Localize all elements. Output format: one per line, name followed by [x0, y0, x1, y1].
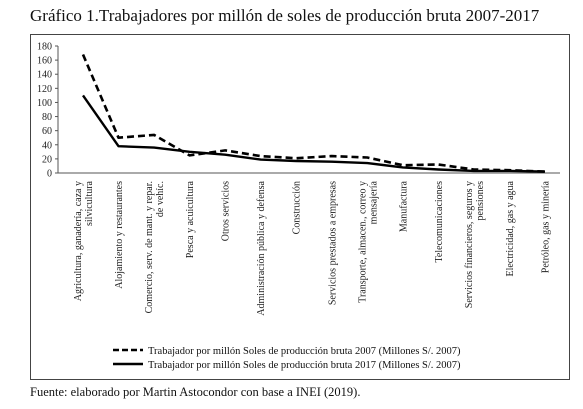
chart-frame: [30, 34, 570, 380]
y-tick-label: 160: [37, 56, 52, 67]
y-tick-label: 80: [42, 112, 52, 123]
legend-entry-2: Trabajador por millón Soles de producció…: [148, 360, 461, 371]
y-tick-label: 120: [37, 84, 52, 95]
x-category-label: Transporte, almacen., correo y mensajería: [357, 180, 379, 302]
x-category-label-line: Petróleo, gas y minería: [541, 180, 552, 273]
chart-title: Gráfico 1.Trabajadores por millón de sol…: [30, 6, 540, 25]
x-category-label: Servicios prestados a empresas: [327, 181, 338, 305]
y-tick-label: 60: [42, 126, 52, 137]
x-category-label: Otros servicios: [221, 181, 232, 241]
x-category-label: Agricultura, ganadería, caza y silvicultu…: [73, 180, 95, 301]
y-tick-label: 140: [37, 70, 52, 81]
x-category-label-line: silvicultura: [84, 180, 95, 226]
legend-entry-1: Trabajador por millón Soles de producció…: [148, 346, 461, 357]
x-category-label-line: de vehíc.: [155, 181, 166, 217]
x-category-label: Servicios financieros, seguros y pensione…: [464, 181, 486, 308]
y-tick-label: 180: [37, 42, 52, 53]
x-category-label-line: Agricultura, ganadería, caza y: [73, 181, 84, 301]
x-category-label-line: pensiones: [475, 181, 486, 221]
x-category-label-line: Manufactura: [398, 180, 409, 232]
x-category-label-line: Comercio, serv. de mant. y repar.: [144, 181, 155, 313]
x-category-label-line: Administración pública y defensa: [256, 180, 267, 315]
x-category-label-line: Alojamiento y restaurantes: [114, 181, 125, 289]
x-category-label: Administración pública y defensa: [256, 180, 267, 315]
series-line-1: [81, 53, 546, 173]
y-tick-label: 40: [42, 140, 52, 151]
x-category-label-line: Construcción: [292, 181, 303, 234]
y-tick-label: 0: [47, 169, 52, 180]
series-line-2: [82, 94, 546, 173]
x-category-label: Telecomunicaciones: [434, 181, 445, 263]
x-category-label: Alojamiento y restaurantes: [114, 181, 125, 289]
x-category-label: Electricidad, gas y agua: [505, 180, 516, 276]
x-category-label: Construcción: [292, 181, 303, 234]
x-category-label-line: Servicios prestados a empresas: [327, 181, 338, 305]
y-tick-label: 100: [37, 98, 52, 109]
source-note: Fuente: elaborado por Martin Astocondor …: [30, 385, 361, 399]
x-category-label: Comercio, serv. de mant. y repar. de vehí…: [144, 181, 166, 313]
x-category-label: Pesca y acuicultura: [185, 180, 196, 258]
x-category-label-line: Servicios financieros, seguros y: [464, 181, 475, 308]
x-category-label-line: Telecomunicaciones: [434, 181, 445, 263]
x-category-label-line: mensajería: [368, 180, 379, 224]
x-category-label: Manufactura: [398, 180, 409, 232]
x-category-label-line: Electricidad, gas y agua: [505, 180, 516, 276]
y-tick-label: 20: [42, 154, 52, 165]
x-category-label-line: Otros servicios: [221, 181, 232, 241]
x-category-label-line: Transporte, almacen., correo y: [357, 181, 368, 303]
x-category-label-line: Pesca y acuicultura: [185, 180, 196, 258]
x-category-label: Petróleo, gas y minería: [541, 180, 552, 273]
